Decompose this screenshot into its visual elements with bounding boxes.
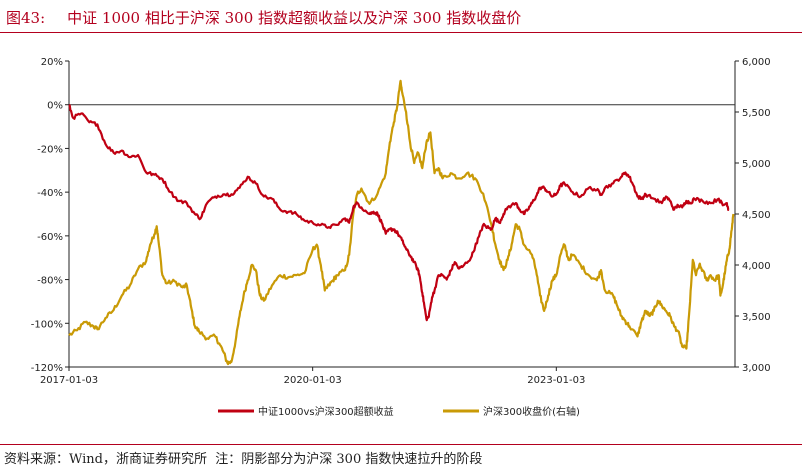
right-tick-label: 6,000	[742, 57, 771, 68]
series-line-excess-return	[68, 103, 730, 322]
dual-axis-line-chart: 20% 0% -20% -40% -60% -80% -100% -120% 6,000 5,5…	[31, 57, 771, 418]
right-tick-label: 3,500	[742, 312, 771, 323]
legend-label-hs300-close: 沪深300收盘价(右轴)	[483, 405, 580, 418]
right-tick-label: 5,500	[742, 108, 771, 119]
legend-label-excess-return: 中证1000vs沪深300超额收益	[258, 405, 394, 418]
title-rule	[0, 32, 802, 33]
right-tick-label: 3,000	[742, 363, 771, 374]
x-tick-label: 2017-01-03	[40, 375, 98, 386]
source-note: 资料来源：Wind，浙商证券研究所	[4, 452, 207, 467]
left-tick-label: -20%	[37, 144, 63, 155]
x-tick-label: 2023-01-03	[527, 375, 585, 386]
footer-rule	[0, 444, 802, 445]
left-axis-ticks: 20% 0% -20% -40% -60% -80% -100% -120%	[31, 57, 69, 374]
shading-note: 注：阴影部分为沪深 300 指数快速拉升的阶段	[215, 452, 483, 467]
series-group	[68, 79, 735, 366]
left-tick-label: -80%	[37, 276, 63, 287]
grid-lines	[68, 61, 736, 368]
left-tick-label: 0%	[47, 101, 63, 112]
right-tick-label: 4,000	[742, 261, 771, 272]
x-axis-ticks: 2017-01-03 2020-01-03 2023-01-03	[40, 367, 585, 386]
left-tick-label: -40%	[37, 188, 63, 199]
series-line-hs300-close	[68, 79, 735, 366]
left-tick-label: -120%	[31, 363, 63, 374]
right-tick-label: 5,000	[742, 159, 771, 170]
right-tick-label: 4,500	[742, 210, 771, 221]
figure-title-bar: 图43: 中证 1000 相比于沪深 300 指数超额收益以及沪深 300 指数收…	[0, 0, 802, 33]
legend: 中证1000vs沪深300超额收益 沪深300收盘价(右轴)	[218, 405, 580, 418]
figure-footer: 资料来源：Wind，浙商证券研究所 注：阴影部分为沪深 300 指数快速拉升的阶…	[4, 448, 482, 467]
left-tick-label: -60%	[37, 232, 63, 243]
figure-title-text: 中证 1000 相比于沪深 300 指数超额收益以及沪深 300 指数收盘价	[67, 9, 522, 27]
left-tick-label: -100%	[31, 319, 63, 330]
figure-number: 图43:	[6, 9, 46, 27]
left-tick-label: 20%	[41, 57, 63, 68]
right-axis-ticks: 6,000 5,500 5,000 4,500 4,000 3,500 3,000	[735, 57, 771, 374]
figure-title: 图43: 中证 1000 相比于沪深 300 指数超额收益以及沪深 300 指数收…	[6, 7, 521, 28]
x-tick-label: 2020-01-03	[284, 375, 342, 386]
